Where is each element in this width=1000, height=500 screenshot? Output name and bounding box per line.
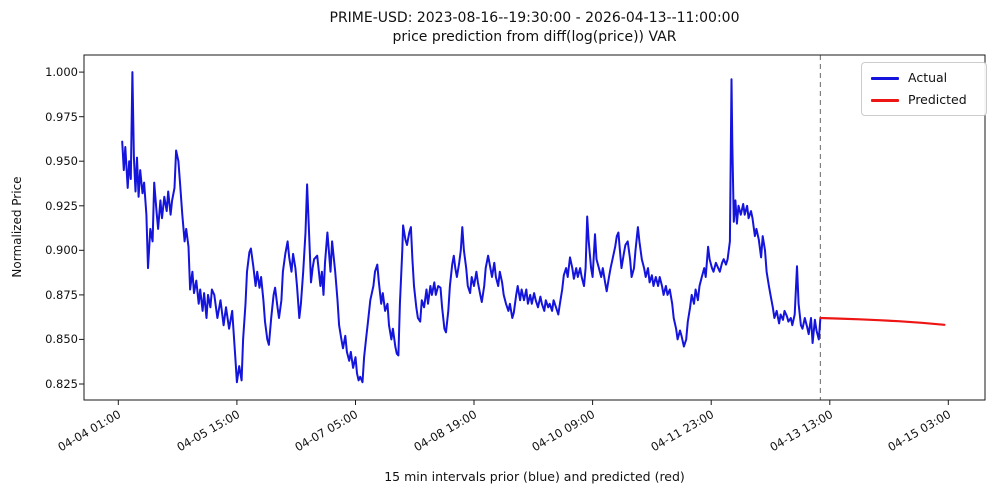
y-tick-label: 0.900 [45, 243, 78, 258]
y-tick-label: 0.825 [45, 376, 78, 391]
chart-title-line2: price prediction from diff(log(price)) V… [392, 29, 677, 45]
legend-label-actual: Actual [908, 70, 948, 85]
actual-line [121, 71, 822, 384]
chart-title-line1: PRIME-USD: 2023-08-16--19:30:00 - 2026-0… [329, 10, 740, 26]
y-tick-label: 0.975 [45, 109, 78, 124]
y-tick-label: 0.950 [45, 154, 78, 169]
legend-item-actual: Actual [871, 71, 977, 85]
y-tick-label: 0.875 [45, 287, 78, 302]
y-tick-label: 0.850 [45, 332, 78, 347]
y-tick-label: 0.925 [45, 198, 78, 213]
y-tick-label: 1.000 [45, 65, 78, 80]
legend: Actual Predicted [861, 62, 987, 116]
actual-line-swatch [871, 76, 899, 80]
legend-item-predicted: Predicted [871, 93, 977, 107]
predicted-line [819, 316, 946, 326]
x-axis-label: 15 min intervals prior (blue) and predic… [384, 469, 685, 484]
predicted-line-swatch [871, 98, 899, 102]
legend-label-predicted: Predicted [908, 92, 967, 107]
y-axis-label: Normalized Price [10, 176, 24, 278]
axes-frame [83, 54, 986, 401]
